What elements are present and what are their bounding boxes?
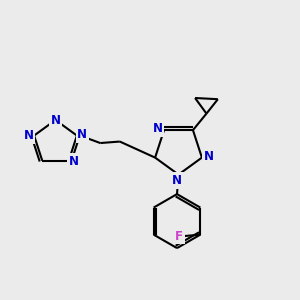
Text: N: N xyxy=(172,174,182,187)
Text: N: N xyxy=(152,122,162,135)
Text: F: F xyxy=(175,230,183,243)
Text: N: N xyxy=(69,155,79,168)
Text: N: N xyxy=(77,128,87,141)
Text: N: N xyxy=(50,113,61,127)
Text: N: N xyxy=(203,150,214,163)
Text: N: N xyxy=(24,129,34,142)
